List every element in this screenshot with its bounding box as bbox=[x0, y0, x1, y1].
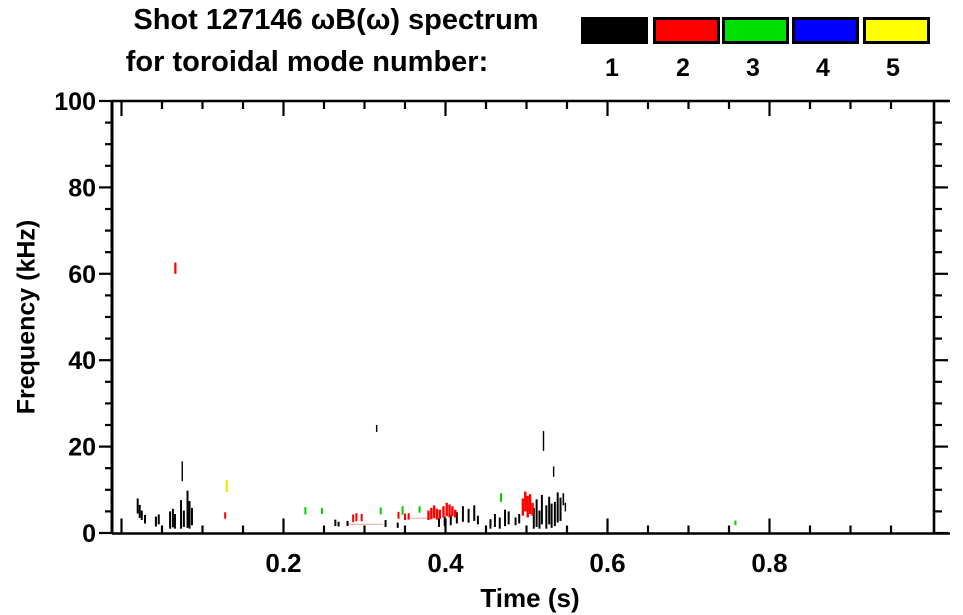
x-tick-label: 0.8 bbox=[751, 548, 787, 578]
legend-swatch-n4 bbox=[792, 17, 859, 44]
legend-label-n5: 5 bbox=[886, 54, 900, 82]
legend-swatch-n3 bbox=[722, 17, 789, 44]
y-tick-label: 20 bbox=[68, 434, 96, 462]
chart-title-line1: Shot 127146 ωB(ω) spectrum bbox=[133, 4, 539, 36]
y-tick-label: 80 bbox=[68, 174, 96, 202]
x-tick-label: 0.2 bbox=[265, 548, 301, 578]
chart-title-line2: for toroidal mode number: bbox=[125, 46, 489, 78]
legend-label-n3: 3 bbox=[746, 54, 760, 82]
legend-swatch-n2 bbox=[653, 17, 720, 44]
legend-swatch-n1 bbox=[581, 17, 648, 44]
y-tick-label: 100 bbox=[54, 88, 96, 116]
x-tick-label: 0.4 bbox=[427, 548, 464, 578]
x-tick-label: 0.6 bbox=[589, 548, 625, 578]
x-axis-title: Time (s) bbox=[480, 583, 580, 613]
y-tick-label: 60 bbox=[68, 261, 96, 289]
legend-label-n2: 2 bbox=[676, 54, 690, 82]
legend-label-n4: 4 bbox=[816, 54, 830, 82]
y-tick-label: 40 bbox=[68, 347, 96, 375]
legend-label-n1: 1 bbox=[605, 54, 619, 82]
y-tick-label: 0 bbox=[82, 520, 96, 548]
legend-swatch-n5 bbox=[863, 17, 930, 44]
